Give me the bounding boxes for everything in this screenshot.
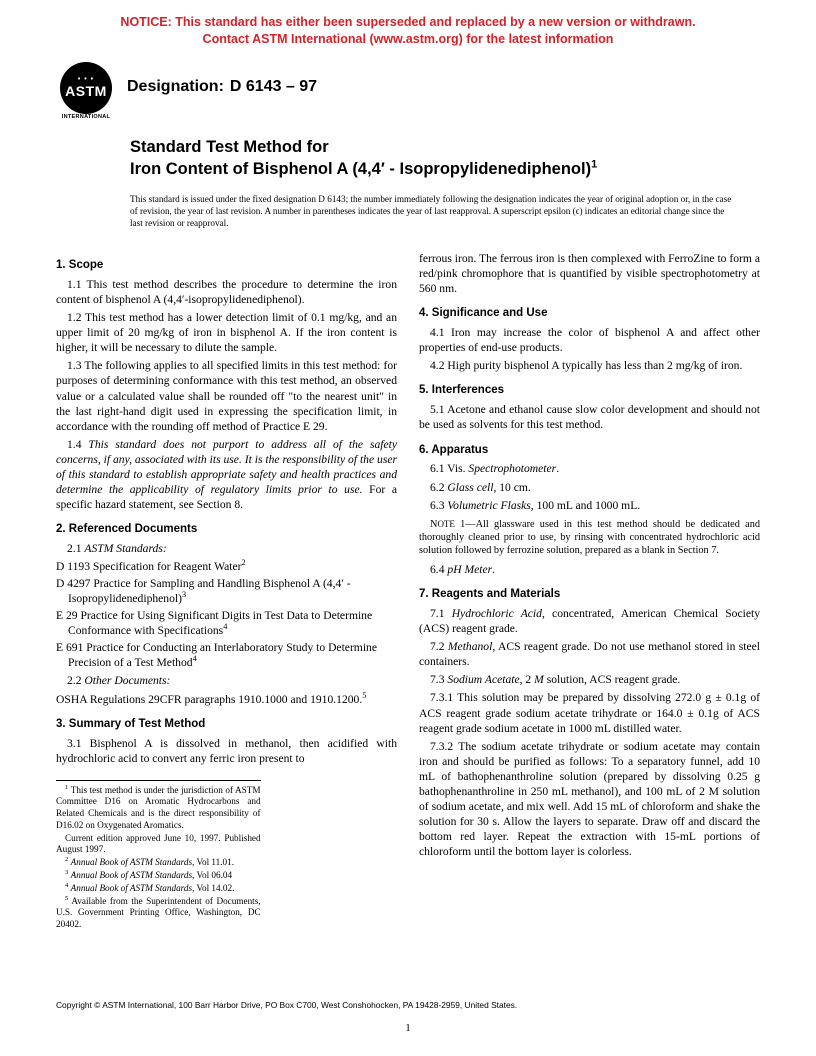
p-1.2: 1.2 This test method has a lower detecti… [56,310,397,355]
ref-osha: OSHA Regulations 29CFR paragraphs 1910.1… [68,692,397,707]
p-6.4: 6.4 pH Meter. [419,562,760,577]
p-7.3: 7.3 Sodium Acetate, 2 M solution, ACS re… [419,672,760,687]
p-7.3.2: 7.3.2 The sodium acetate trihydrate or s… [419,739,760,860]
p-4.1: 4.1 Iron may increase the color of bisph… [419,325,760,355]
right-column: ferrous iron. The ferrous iron is then c… [419,248,760,932]
notice-line1: NOTICE: This standard has either been su… [120,15,695,29]
notice-banner: NOTICE: This standard has either been su… [0,0,816,54]
p-3.1: 3.1 Bisphenol A is dissolved in methanol… [56,736,397,766]
p-6.3: 6.3 Volumetric Flasks, 100 mL and 1000 m… [419,498,760,513]
note-1: NOTE 1—All glassware used in this test m… [419,518,760,558]
h-reagents: 7. Reagents and Materials [419,587,760,602]
p-3.1-cont: ferrous iron. The ferrous iron is then c… [419,251,760,296]
title-line2b: - Isopropylidenediphenol) [385,160,591,178]
title-line2a: Iron Content of Bisphenol A (4,4 [130,160,381,178]
notice-line2: Contact ASTM International (www.astm.org… [203,32,614,46]
footnotes: 1 This test method is under the jurisdic… [56,780,261,931]
h-apparatus: 6. Apparatus [419,443,760,458]
fn1: 1 This test method is under the jurisdic… [56,785,261,832]
fn4: 4 Annual Book of ASTM Standards, Vol 14.… [56,883,261,895]
designation-label: Designation: [127,78,224,96]
p-2.1: 2.1 ASTM Standards: [56,541,397,556]
header-row: • • • ASTM INTERNATIONAL Designation: D … [0,54,816,122]
p-4.2: 4.2 High purity bisphenol A typically ha… [419,358,760,373]
astm-logo: • • • ASTM INTERNATIONAL [55,60,117,122]
fn1b: Current edition approved June 10, 1997. … [56,833,261,857]
h-summary: 3. Summary of Test Method [56,717,397,732]
h-interferences: 5. Interferences [419,383,760,398]
title-block: Standard Test Method for Iron Content of… [0,122,816,185]
logo-intl: INTERNATIONAL [62,114,110,120]
p-7.2: 7.2 Methanol, ACS reagent grade. Do not … [419,639,760,669]
fn3: 3 Annual Book of ASTM Standards, Vol 06.… [56,870,261,882]
logo-astm: ASTM [65,83,107,99]
ref-d1193: D 1193 Specification for Reagent Water2 [68,559,397,574]
logo-circle: • • • ASTM [60,62,112,114]
fn2: 2 Annual Book of ASTM Standards, Vol 11.… [56,857,261,869]
p-6.1: 6.1 Vis. Spectrophotometer. [419,461,760,476]
ref-e29: E 29 Practice for Using Significant Digi… [68,608,397,638]
p-1.4: 1.4 This standard does not purport to ad… [56,437,397,512]
logo-dots: • • • [78,76,94,83]
p-6.2: 6.2 Glass cell, 10 cm. [419,480,760,495]
p-5.1: 5.1 Acetone and ethanol cause slow color… [419,402,760,432]
designation-code: D 6143 – 97 [230,78,317,96]
h-refdocs: 2. Referenced Documents [56,522,397,537]
copyright: Copyright © ASTM International, 100 Barr… [56,1000,760,1010]
columns: 1. Scope 1.1 This test method describes … [0,238,816,932]
p-7.1: 7.1 Hydrochloric Acid, concentrated, Ame… [419,606,760,636]
issued-note: This standard is issued under the fixed … [0,184,816,238]
p-1.3: 1.3 The following applies to all specifi… [56,358,397,433]
p-1.1: 1.1 This test method describes the proce… [56,277,397,307]
ref-e691: E 691 Practice for Conducting an Interla… [68,640,397,670]
fn5: 5 Available from the Superintendent of D… [56,896,261,931]
title-sup: 1 [591,159,597,171]
p-2.2: 2.2 Other Documents: [56,673,397,688]
p-7.3.1: 7.3.1 This solution may be prepared by d… [419,690,760,735]
ref-d4297: D 4297 Practice for Sampling and Handlin… [68,576,397,606]
page-number: 1 [0,1022,816,1034]
h-scope: 1. Scope [56,258,397,273]
left-column: 1. Scope 1.1 This test method describes … [56,248,397,932]
document-title: Standard Test Method for Iron Content of… [130,136,756,181]
designation: Designation: D 6143 – 97 [127,78,317,96]
h-significance: 4. Significance and Use [419,306,760,321]
title-line1: Standard Test Method for [130,138,329,156]
